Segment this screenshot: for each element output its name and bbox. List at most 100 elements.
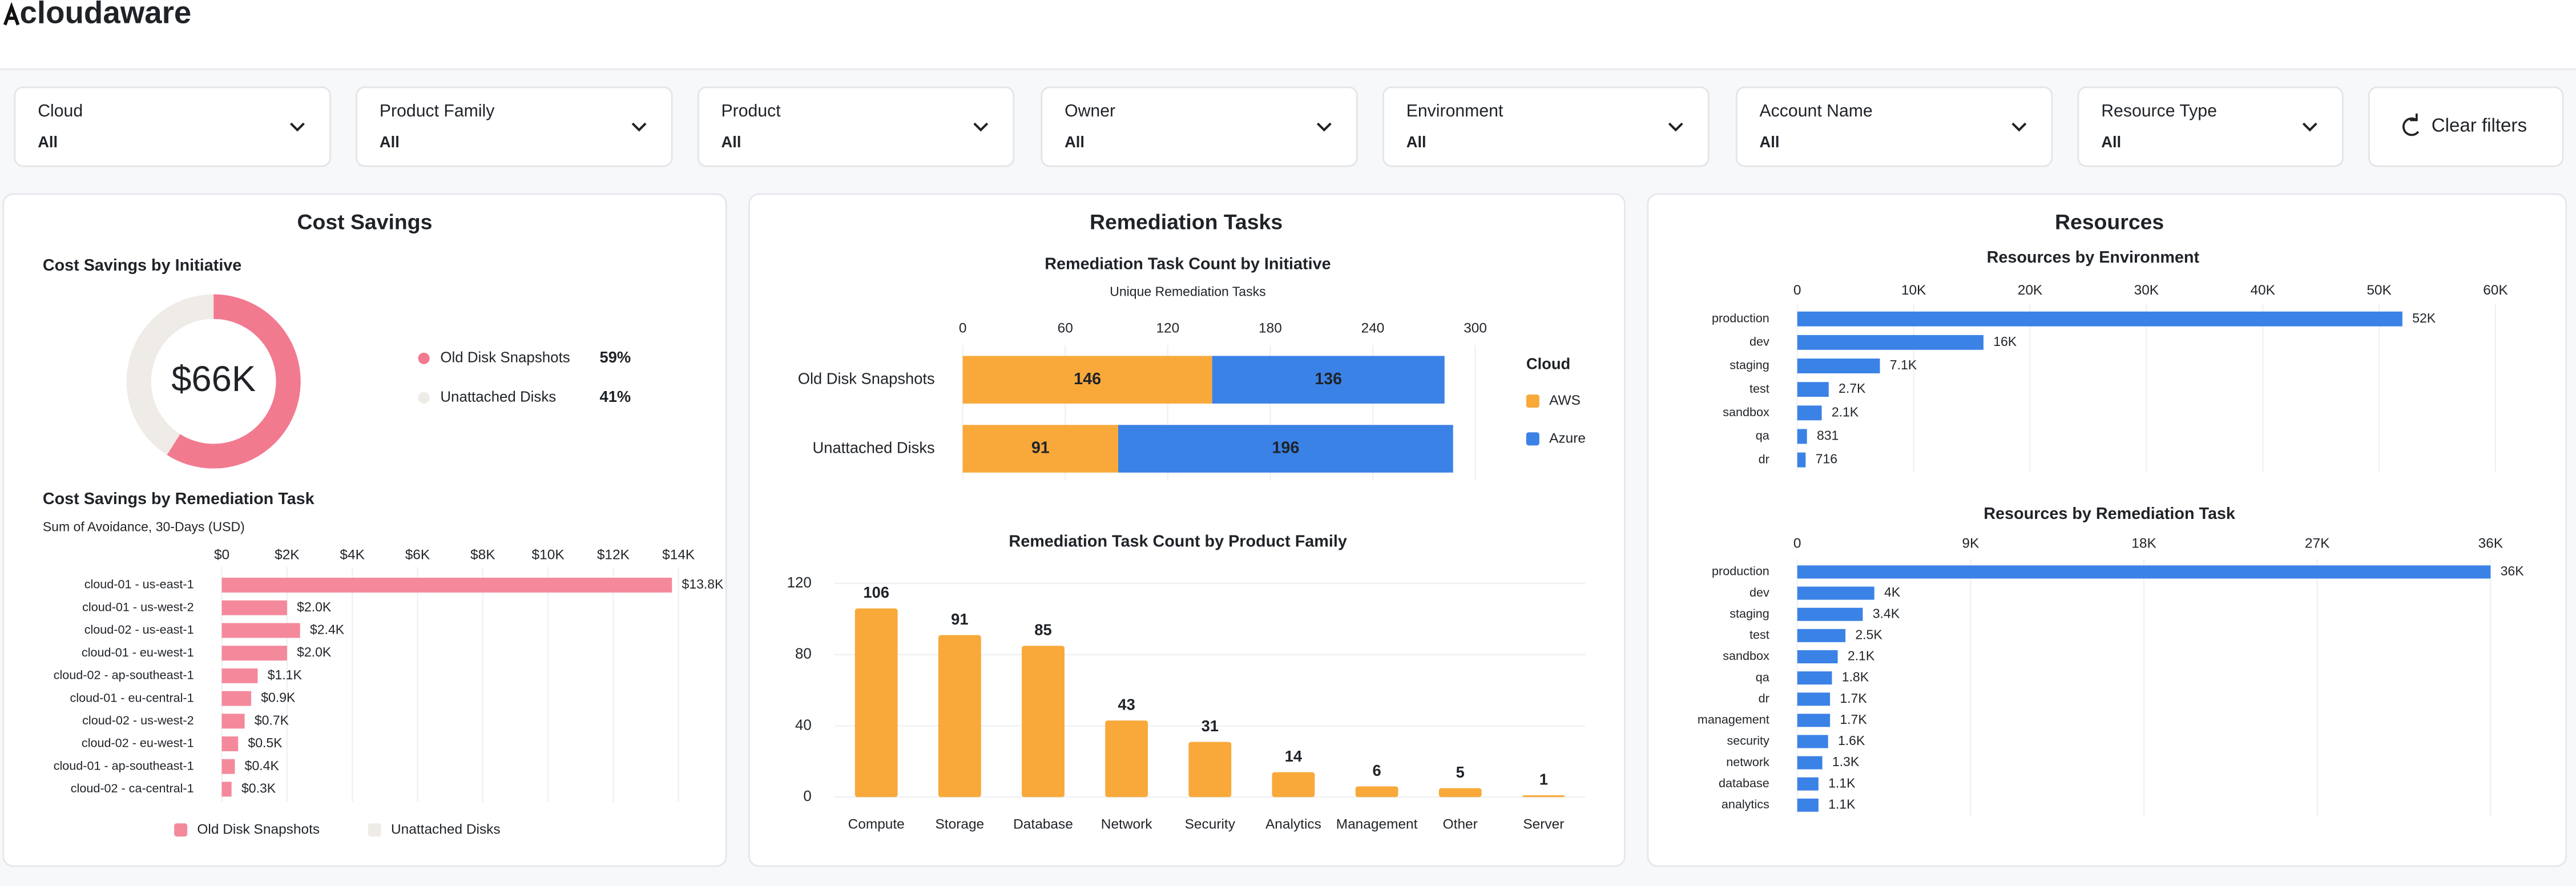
filter-dropdown[interactable]: Cloud All [14, 86, 331, 167]
button-label: Clear filters [2432, 115, 2527, 136]
filter-label: Product Family [380, 102, 495, 120]
logo: cloudaware [20, 0, 192, 30]
filter-dropdown[interactable]: Product All [697, 86, 1015, 167]
filter-dropdown[interactable]: Owner All [1041, 86, 1358, 167]
bar [1272, 772, 1315, 798]
bar [962, 356, 1212, 404]
value-label: 1.1K [1828, 775, 1856, 790]
dropdown-box[interactable] [356, 86, 673, 167]
y-tick-label: 40 [795, 717, 812, 733]
bar [1797, 629, 1846, 642]
y-tick-label: 80 [795, 646, 812, 662]
chart-title: Remediation Task Count by Initiative [1045, 255, 1331, 273]
legend-label: Old Disk Snapshots [440, 350, 570, 366]
clear-filters-button[interactable]: Clear filters [2368, 86, 2564, 167]
filter-label: Environment [1406, 102, 1503, 120]
value-label: 36K [2501, 563, 2525, 578]
value-label: 2.1K [1832, 404, 1859, 419]
legend-swatch [418, 392, 430, 404]
donut-center-label: $66K [171, 359, 256, 399]
bar [221, 691, 251, 706]
bar [1797, 735, 1828, 748]
chart-title: Cost Savings by Initiative [43, 256, 241, 275]
bar [1797, 798, 1819, 812]
y-tick-label: 0 [803, 788, 811, 804]
bar [1355, 786, 1398, 798]
bar [221, 600, 287, 615]
refresh-icon [2402, 113, 2420, 136]
bar [1797, 452, 1806, 468]
bar [1022, 646, 1065, 798]
button-box[interactable] [2368, 86, 2564, 167]
y-tick-label: cloud-02 - us-west-2 [82, 713, 193, 727]
chevron-icon [2302, 122, 2317, 132]
x-tick-label: $4K [340, 547, 365, 563]
x-tick-label: $8K [470, 547, 495, 563]
legend-swatch [1526, 394, 1539, 408]
x-tick-label: 27K [2305, 535, 2330, 551]
bar [221, 782, 232, 797]
dropdown-box[interactable] [1382, 86, 1710, 167]
x-tick-label: $12K [597, 547, 630, 563]
y-tick-label: cloud-01 - eu-west-1 [82, 645, 194, 659]
bar [1797, 405, 1822, 421]
dropdown-box[interactable] [697, 86, 1015, 167]
bar [221, 736, 239, 751]
value-label: 3.4K [1873, 606, 1900, 621]
x-tick-label: 50K [2367, 283, 2392, 298]
value-label: 31 [1202, 717, 1219, 735]
x-tick-label: 300 [1464, 320, 1487, 336]
value-label: 196 [1272, 439, 1299, 457]
y-tick-label: cloud-02 - ca-central-1 [71, 781, 194, 795]
bar [1797, 586, 1874, 600]
x-tick-label: 0 [1793, 283, 1801, 298]
filter-dropdown[interactable]: Resource Type All [2077, 86, 2344, 167]
chart-title: Remediation Task Count by Product Family [1009, 533, 1347, 551]
filter-value: All [1760, 133, 1780, 151]
bar [1797, 692, 1831, 706]
legend-label: Old Disk Snapshots [197, 821, 320, 837]
x-tick-label: 240 [1361, 320, 1385, 336]
y-tick-label: dr [1759, 691, 1769, 705]
x-tick-label: 10K [1901, 283, 1926, 298]
value-label: 1.1K [1828, 796, 1856, 811]
filter-dropdown[interactable]: Account Name All [1735, 86, 2053, 167]
value-label: 7.1K [1890, 357, 1917, 372]
chart-title: Resources by Remediation Task [1984, 505, 2236, 523]
bar [962, 425, 1119, 473]
filter-dropdown[interactable]: Product Family All [356, 86, 673, 167]
value-label: $1.1K [268, 667, 303, 682]
value-label: 91 [1031, 439, 1050, 457]
chart-subtitle: Sum of Avoidance, 30-Days (USD) [43, 519, 245, 534]
filter-dropdown[interactable]: Environment All [1382, 86, 1710, 167]
dropdown-box[interactable] [2077, 86, 2344, 167]
chevron-icon [290, 122, 305, 132]
x-tick-label: 30K [2134, 283, 2159, 298]
chevron-icon [631, 122, 647, 132]
x-tick-label: Compute [848, 817, 905, 832]
filter-value: All [2101, 133, 2121, 151]
filter-value: All [380, 133, 400, 151]
filter-value: All [1065, 133, 1085, 151]
value-label: $0.4K [245, 758, 280, 773]
legend-label: Azure [1549, 430, 1586, 446]
legend-swatch [174, 823, 188, 837]
bar [221, 714, 245, 729]
y-tick-label: Old Disk Snapshots [798, 369, 935, 387]
value-label: 146 [1074, 370, 1101, 388]
bar [938, 635, 981, 798]
bar [1797, 777, 1819, 791]
y-tick-label: cloud-02 - eu-west-1 [82, 736, 194, 750]
legend-label: Unattached Disks [440, 389, 556, 405]
value-label: 91 [951, 610, 968, 628]
y-tick-label: analytics [1722, 797, 1769, 811]
chevron-icon [2011, 122, 2027, 132]
filter-label: Cloud [38, 102, 83, 120]
y-tick-label: production [1712, 311, 1769, 325]
dropdown-box[interactable] [14, 86, 331, 167]
x-tick-label: 0 [959, 320, 967, 336]
dropdown-box[interactable] [1041, 86, 1358, 167]
dropdown-box[interactable] [1735, 86, 2053, 167]
value-label: 5 [1456, 763, 1465, 781]
